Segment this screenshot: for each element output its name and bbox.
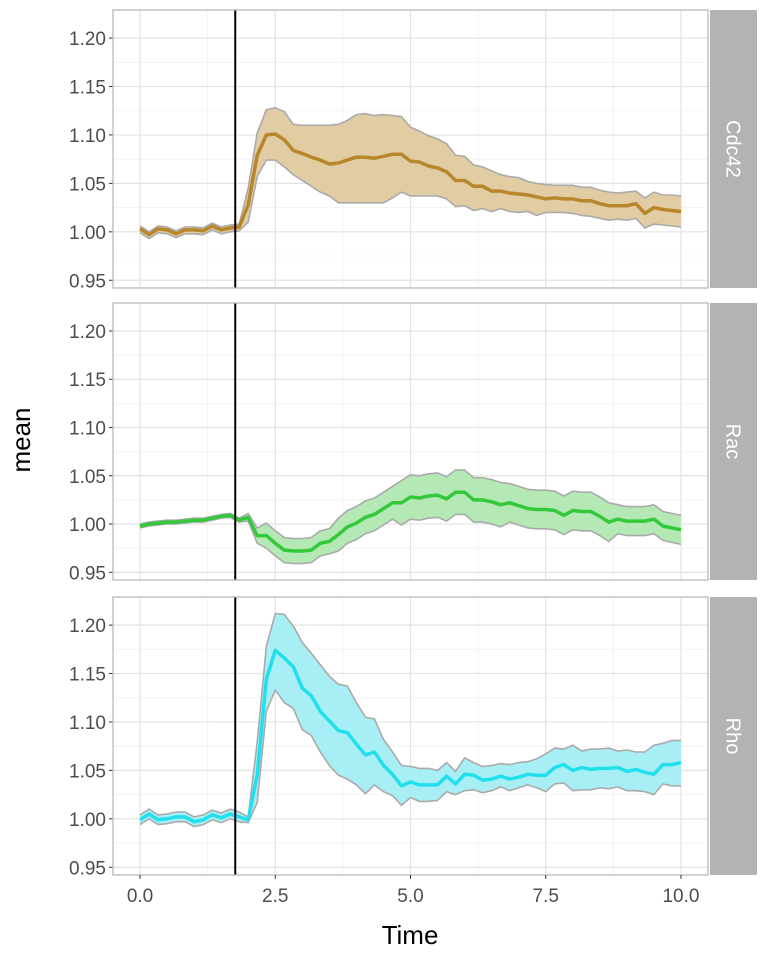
y-tick-label: 1.00 — [69, 515, 106, 536]
y-tick-label: 0.95 — [69, 858, 106, 879]
x-tick-label: 2.5 — [262, 886, 288, 907]
x-tick-label: 7.5 — [533, 886, 559, 907]
x-axis-title: Time — [382, 920, 439, 950]
panel-border — [112, 9, 709, 289]
panel-cdc42: 0.95 1.00 1.05 1.10 1.15 1.20 Cdc42 — [69, 9, 757, 292]
x-tick-label: 10.0 — [662, 886, 699, 907]
band-lower-edge — [139, 688, 681, 828]
y-tick-label: 1.05 — [69, 174, 106, 195]
panel-rho: 0.95 1.00 1.05 1.10 1.15 1.20 Rho 0.0 2.5 5.0 7.5 1… — [69, 596, 757, 907]
facet-strip — [710, 10, 757, 288]
confidence-band — [140, 470, 681, 564]
y-tick-label: 1.20 — [69, 616, 106, 637]
band-upper-edge — [139, 612, 681, 819]
y-tick-label: 1.10 — [69, 419, 106, 440]
y-tick-label: 0.95 — [69, 563, 106, 584]
facet-strip — [710, 303, 757, 580]
mean-line-cdc42 — [139, 132, 682, 237]
y-tick-label: 1.05 — [69, 761, 106, 782]
y-tick-label: 1.20 — [69, 322, 106, 343]
panel-border — [112, 302, 709, 581]
y-tick-label: 1.15 — [69, 78, 106, 99]
y-tick-label: 1.15 — [69, 370, 106, 391]
facet-strip-label: Cdc42 — [722, 120, 744, 178]
facet-strip-label: Rho — [722, 718, 744, 755]
x-tick-label: 5.0 — [397, 886, 423, 907]
x-tick-label: 0.0 — [127, 886, 153, 907]
y-tick-label: 1.00 — [69, 223, 106, 244]
y-tick-label: 1.15 — [69, 665, 106, 686]
band-upper-edge — [139, 106, 682, 233]
panel-rac: 0.95 1.00 1.05 1.10 1.15 1.20 Rac — [69, 302, 757, 584]
y-tick-label: 1.00 — [69, 810, 106, 831]
y-tick-label: 1.10 — [69, 713, 106, 734]
y-tick-label: 0.95 — [69, 271, 106, 292]
band-upper-edge — [139, 469, 682, 540]
band-lower-edge — [139, 159, 682, 240]
confidence-band — [140, 107, 681, 239]
y-tick-label: 1.20 — [69, 29, 106, 50]
mean-line-rac — [139, 490, 682, 553]
mean-line-rho — [139, 648, 682, 824]
y-tick-label: 1.10 — [69, 126, 106, 147]
band-lower-edge — [139, 513, 682, 565]
facet-strip — [710, 597, 757, 875]
y-axis-title: mean — [6, 407, 36, 472]
facet-strip-label: Rac — [722, 424, 744, 460]
y-tick-label: 1.05 — [69, 467, 106, 488]
